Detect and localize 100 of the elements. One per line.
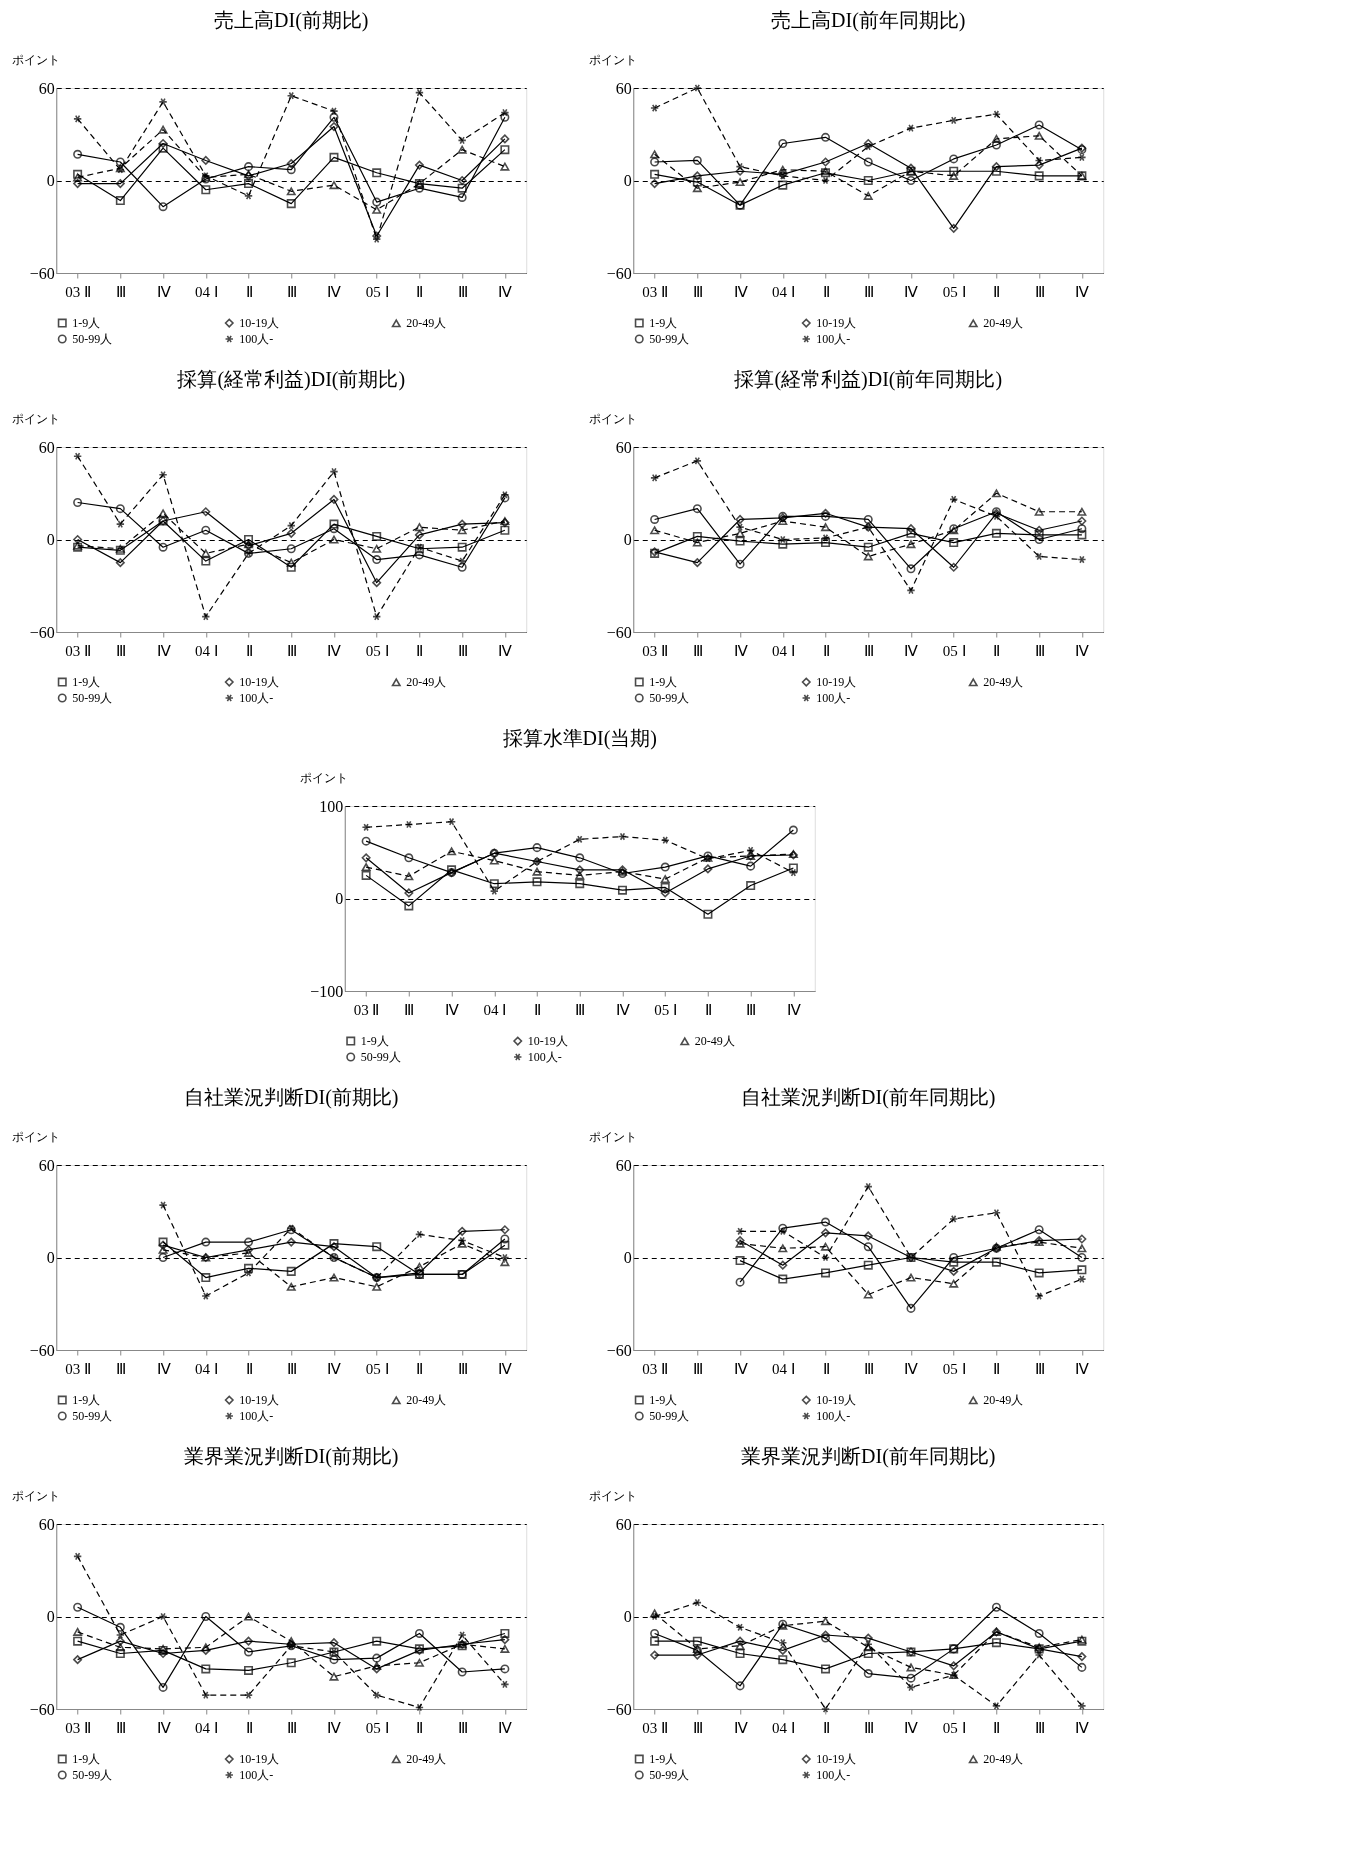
legend-label: 50-99人 — [649, 1768, 690, 1782]
legend-label: 100人- — [239, 332, 274, 346]
x-tick-label: Ⅲ — [457, 1719, 468, 1736]
x-tick-label: Ⅳ — [1075, 1360, 1090, 1377]
y-tick-label: −60 — [606, 623, 632, 641]
x-tick-label: Ⅳ — [327, 1360, 342, 1377]
x-tick-label: Ⅲ — [286, 642, 297, 659]
legend-label: 1-9人 — [649, 1393, 678, 1408]
x-tick-label: 03 Ⅱ — [353, 1001, 380, 1018]
y-tick-label: −60 — [606, 264, 632, 282]
legend-label: 1-9人 — [72, 1393, 101, 1408]
y-tick-label: 0 — [46, 531, 55, 548]
x-tick-label: Ⅲ — [746, 1001, 757, 1018]
legend-label: 10-19人 — [239, 1752, 280, 1767]
legend-label: 100人- — [239, 1768, 274, 1782]
x-tick-label: 03 Ⅱ — [65, 1719, 91, 1736]
x-tick-label: Ⅲ — [286, 1719, 297, 1736]
x-tick-label: 05 Ⅰ — [942, 642, 966, 659]
legend-label: 10-19人 — [816, 675, 857, 690]
x-tick-label: Ⅳ — [904, 283, 919, 300]
x-tick-label: 04 Ⅰ — [771, 1360, 795, 1377]
y-tick-label: −60 — [29, 264, 55, 282]
x-tick-label: Ⅳ — [733, 1719, 748, 1736]
x-tick-label: Ⅱ — [245, 642, 253, 659]
legend-label: 20-49人 — [983, 1393, 1024, 1408]
x-tick-label: Ⅱ — [245, 1360, 253, 1377]
y-tick-label: −60 — [29, 1341, 55, 1359]
legend-label: 100人- — [527, 1050, 562, 1064]
x-tick-label: Ⅲ — [1034, 1719, 1045, 1736]
y-tick-label: 60 — [615, 1515, 632, 1533]
legend-label: 100人- — [239, 691, 274, 705]
x-tick-label: Ⅱ — [993, 1360, 1001, 1377]
x-tick-label: 04 Ⅰ — [771, 283, 795, 300]
x-tick-label: Ⅱ — [534, 1001, 542, 1018]
y-tick-label: 0 — [623, 172, 632, 189]
x-tick-label: 03 Ⅱ — [642, 283, 668, 300]
x-tick-label: Ⅳ — [498, 642, 513, 659]
x-tick-label: Ⅱ — [245, 1719, 253, 1736]
legend-label: 1-9人 — [649, 316, 678, 331]
chart-title: 売上高DI(前期比) — [214, 9, 369, 32]
legend-label: 20-49人 — [694, 1034, 735, 1049]
legend-label: 50-99人 — [649, 332, 690, 346]
x-tick-label: Ⅳ — [904, 1719, 919, 1736]
x-tick-label: Ⅳ — [327, 283, 342, 300]
y-axis-title: ポイント — [588, 52, 637, 67]
y-tick-label: 0 — [623, 1249, 632, 1266]
x-tick-label: Ⅲ — [575, 1001, 586, 1018]
x-tick-label: Ⅲ — [692, 642, 703, 659]
x-tick-label: Ⅲ — [692, 283, 703, 300]
chart-title: 業界業況判断DI(前期比) — [184, 1445, 399, 1468]
x-tick-label: 03 Ⅱ — [65, 642, 91, 659]
y-tick-label: 60 — [615, 79, 632, 97]
x-tick-label: Ⅲ — [863, 1719, 874, 1736]
chart-title: 採算水準DI(当期) — [502, 727, 657, 750]
x-tick-label: Ⅳ — [156, 642, 171, 659]
x-tick-label: Ⅲ — [115, 642, 126, 659]
y-axis-title: ポイント — [588, 1488, 637, 1503]
legend-label: 1-9人 — [72, 675, 101, 690]
x-tick-label: Ⅳ — [1075, 642, 1090, 659]
x-tick-label: Ⅳ — [327, 642, 342, 659]
legend-label: 10-19人 — [816, 1393, 857, 1408]
y-axis-title: ポイント — [11, 1129, 60, 1144]
y-tick-label: 100 — [319, 797, 344, 815]
y-axis-title: ポイント — [11, 1488, 60, 1503]
legend-label: 10-19人 — [816, 316, 857, 331]
x-tick-label: 05 Ⅰ — [365, 283, 389, 300]
x-tick-label: Ⅲ — [115, 283, 126, 300]
x-tick-label: 05 Ⅰ — [365, 642, 389, 659]
x-tick-label: 03 Ⅱ — [65, 1360, 91, 1377]
y-tick-label: −60 — [29, 1700, 55, 1718]
legend-label: 50-99人 — [649, 1409, 690, 1423]
x-tick-label: 05 Ⅰ — [365, 1719, 389, 1736]
y-tick-label: 60 — [615, 438, 632, 456]
x-tick-label: Ⅱ — [416, 642, 424, 659]
x-tick-label: Ⅲ — [115, 1360, 126, 1377]
chart-title: 採算(経常利益)DI(前期比) — [177, 368, 406, 391]
legend-label: 10-19人 — [239, 675, 280, 690]
legend-label: 20-49人 — [983, 675, 1024, 690]
legend-label: 20-49人 — [406, 675, 447, 690]
y-tick-label: 60 — [615, 1156, 632, 1174]
x-tick-label: 04 Ⅰ — [771, 1719, 795, 1736]
legend-label: 1-9人 — [649, 1752, 678, 1767]
y-tick-label: 60 — [38, 79, 55, 97]
x-tick-label: Ⅱ — [993, 642, 1001, 659]
x-tick-label: Ⅲ — [286, 1360, 297, 1377]
x-tick-label: Ⅳ — [733, 1360, 748, 1377]
chart-title: 業界業況判断DI(前年同期比) — [741, 1445, 996, 1468]
chart-title: 自社業況判断DI(前期比) — [184, 1086, 399, 1109]
chart-title: 採算(経常利益)DI(前年同期比) — [734, 368, 1003, 391]
legend-label: 10-19人 — [527, 1034, 568, 1049]
y-tick-label: 0 — [46, 1608, 55, 1625]
x-tick-label: Ⅲ — [286, 283, 297, 300]
x-tick-label: Ⅲ — [115, 1719, 126, 1736]
legend-label: 20-49人 — [406, 316, 447, 331]
chart-title: 自社業況判断DI(前年同期比) — [741, 1086, 996, 1109]
legend-label: 50-99人 — [360, 1050, 401, 1064]
x-tick-label: Ⅱ — [822, 1360, 830, 1377]
x-tick-label: Ⅳ — [445, 1001, 460, 1018]
x-tick-label: 03 Ⅱ — [642, 1360, 668, 1377]
legend-label: 1-9人 — [649, 675, 678, 690]
